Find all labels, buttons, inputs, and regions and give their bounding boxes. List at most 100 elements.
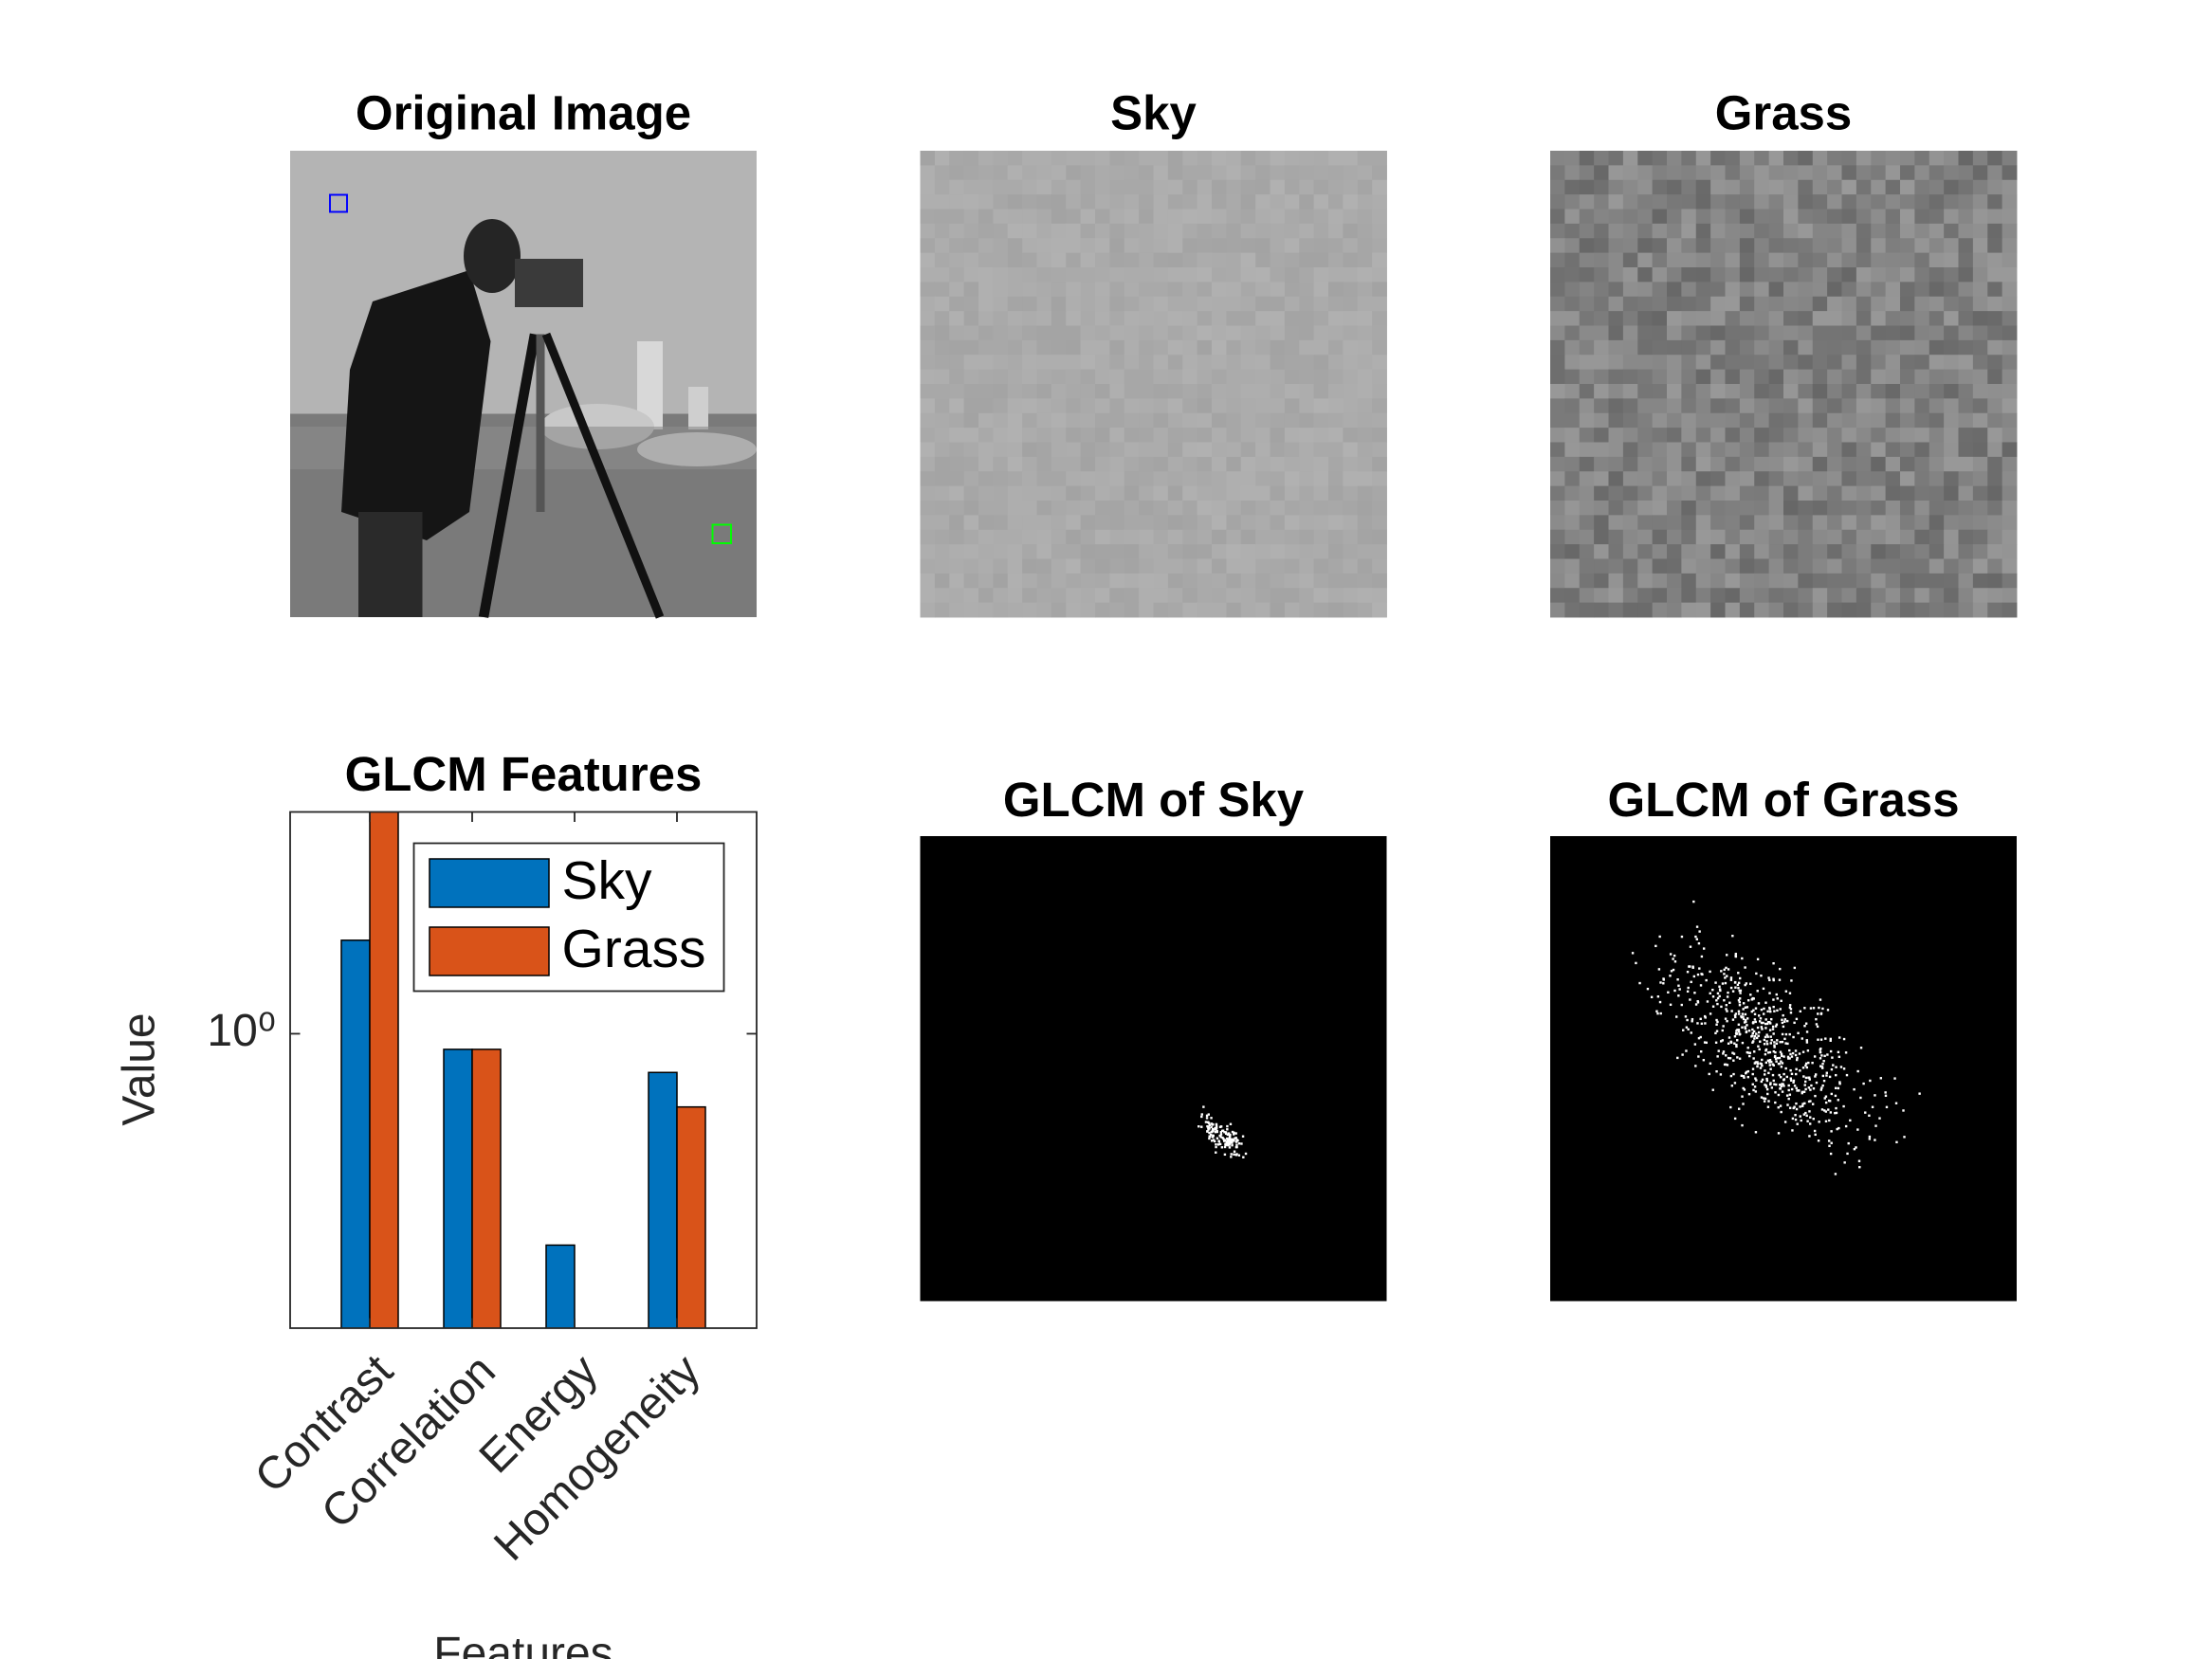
pixel [963, 442, 979, 458]
pixel [1022, 558, 1037, 574]
pixel [1109, 558, 1125, 574]
pixel [1284, 398, 1300, 414]
dot [1727, 991, 1729, 994]
pixel [1080, 339, 1096, 356]
pixel [1885, 223, 1901, 239]
dot [1772, 1049, 1776, 1053]
pixel [1944, 412, 1959, 428]
pixel [1725, 485, 1741, 501]
dot [1219, 1136, 1222, 1139]
pixel [1608, 339, 1624, 356]
pixel [1594, 209, 1609, 225]
dot [1815, 1017, 1818, 1021]
pixel [1051, 558, 1067, 574]
pixel [1579, 339, 1595, 356]
pixel [1007, 573, 1023, 589]
pixel [1987, 339, 2003, 356]
dot [1856, 1128, 1859, 1131]
dot [1746, 1075, 1749, 1079]
dot [1744, 1027, 1747, 1030]
pixel [1022, 471, 1037, 487]
pixel [1051, 209, 1067, 225]
pixel [1255, 296, 1271, 312]
pixel [1124, 369, 1140, 385]
pixel [1579, 573, 1595, 589]
dot [1691, 965, 1694, 968]
pixel [1139, 282, 1154, 298]
pixel [1095, 355, 1110, 371]
pixel [1007, 428, 1023, 443]
pixel [1754, 573, 1770, 589]
pixel [1109, 252, 1125, 268]
pixel [993, 194, 1009, 210]
pixel [1270, 500, 1286, 516]
pixel [1725, 500, 1741, 516]
pixel [1739, 383, 1755, 399]
pixel [1153, 412, 1169, 428]
pixel [1972, 325, 1988, 341]
pixel [1622, 194, 1638, 210]
pixel [934, 500, 950, 516]
pixel [1900, 515, 1915, 531]
pixel [1299, 412, 1315, 428]
dot [1807, 1061, 1810, 1065]
pixel [1182, 355, 1198, 371]
pixel [1226, 383, 1242, 399]
pixel [1914, 355, 1930, 371]
dot [1690, 980, 1692, 984]
dot [1844, 1124, 1848, 1128]
dot [1793, 1085, 1797, 1087]
pixel [1564, 383, 1581, 399]
pixel [1929, 311, 1945, 326]
pixel [993, 339, 1009, 356]
pixel [1372, 412, 1387, 428]
pixel [1754, 515, 1770, 531]
dot [1821, 1066, 1824, 1069]
dot [1657, 968, 1661, 971]
dot [1769, 1042, 1772, 1045]
pixel [1357, 252, 1373, 268]
pixel [1124, 339, 1140, 356]
dot [1741, 1012, 1745, 1015]
pixel [1695, 412, 1711, 428]
pixel [1739, 165, 1755, 181]
pixel [1944, 383, 1959, 399]
pixel [1681, 442, 1697, 458]
pixel [1652, 165, 1668, 181]
pixel [1139, 500, 1154, 516]
pixel [1153, 500, 1169, 516]
pixel [1972, 412, 1988, 428]
pixel [1944, 311, 1959, 326]
dot [1764, 1085, 1768, 1088]
pixel [1900, 223, 1915, 239]
pixel [1885, 471, 1901, 487]
pixel [1856, 238, 1872, 254]
dot [1694, 1003, 1698, 1006]
dot [1814, 1094, 1817, 1098]
pixel [1284, 471, 1300, 487]
pixel [1343, 165, 1359, 181]
legend-swatch [429, 926, 550, 976]
pixel [1768, 252, 1784, 268]
pixel [1080, 558, 1096, 574]
dot [1835, 1106, 1837, 1110]
pixel [1550, 588, 1565, 604]
pixel [949, 150, 965, 166]
pixel [1900, 602, 1915, 618]
pixel [1066, 179, 1082, 195]
pixel [949, 209, 965, 225]
dot [1802, 1075, 1805, 1078]
pixel [1109, 544, 1125, 559]
dot [1228, 1137, 1232, 1139]
dot [1757, 1045, 1760, 1048]
pixel [1139, 588, 1154, 604]
pixel [1139, 544, 1154, 559]
dot [1752, 1088, 1755, 1092]
pixel [1885, 456, 1901, 472]
pixel [1725, 252, 1741, 268]
pixel [1958, 485, 1974, 501]
dot [1737, 981, 1741, 984]
pixel [1827, 529, 1842, 545]
dot [1795, 1072, 1798, 1076]
pixel [1124, 515, 1140, 531]
